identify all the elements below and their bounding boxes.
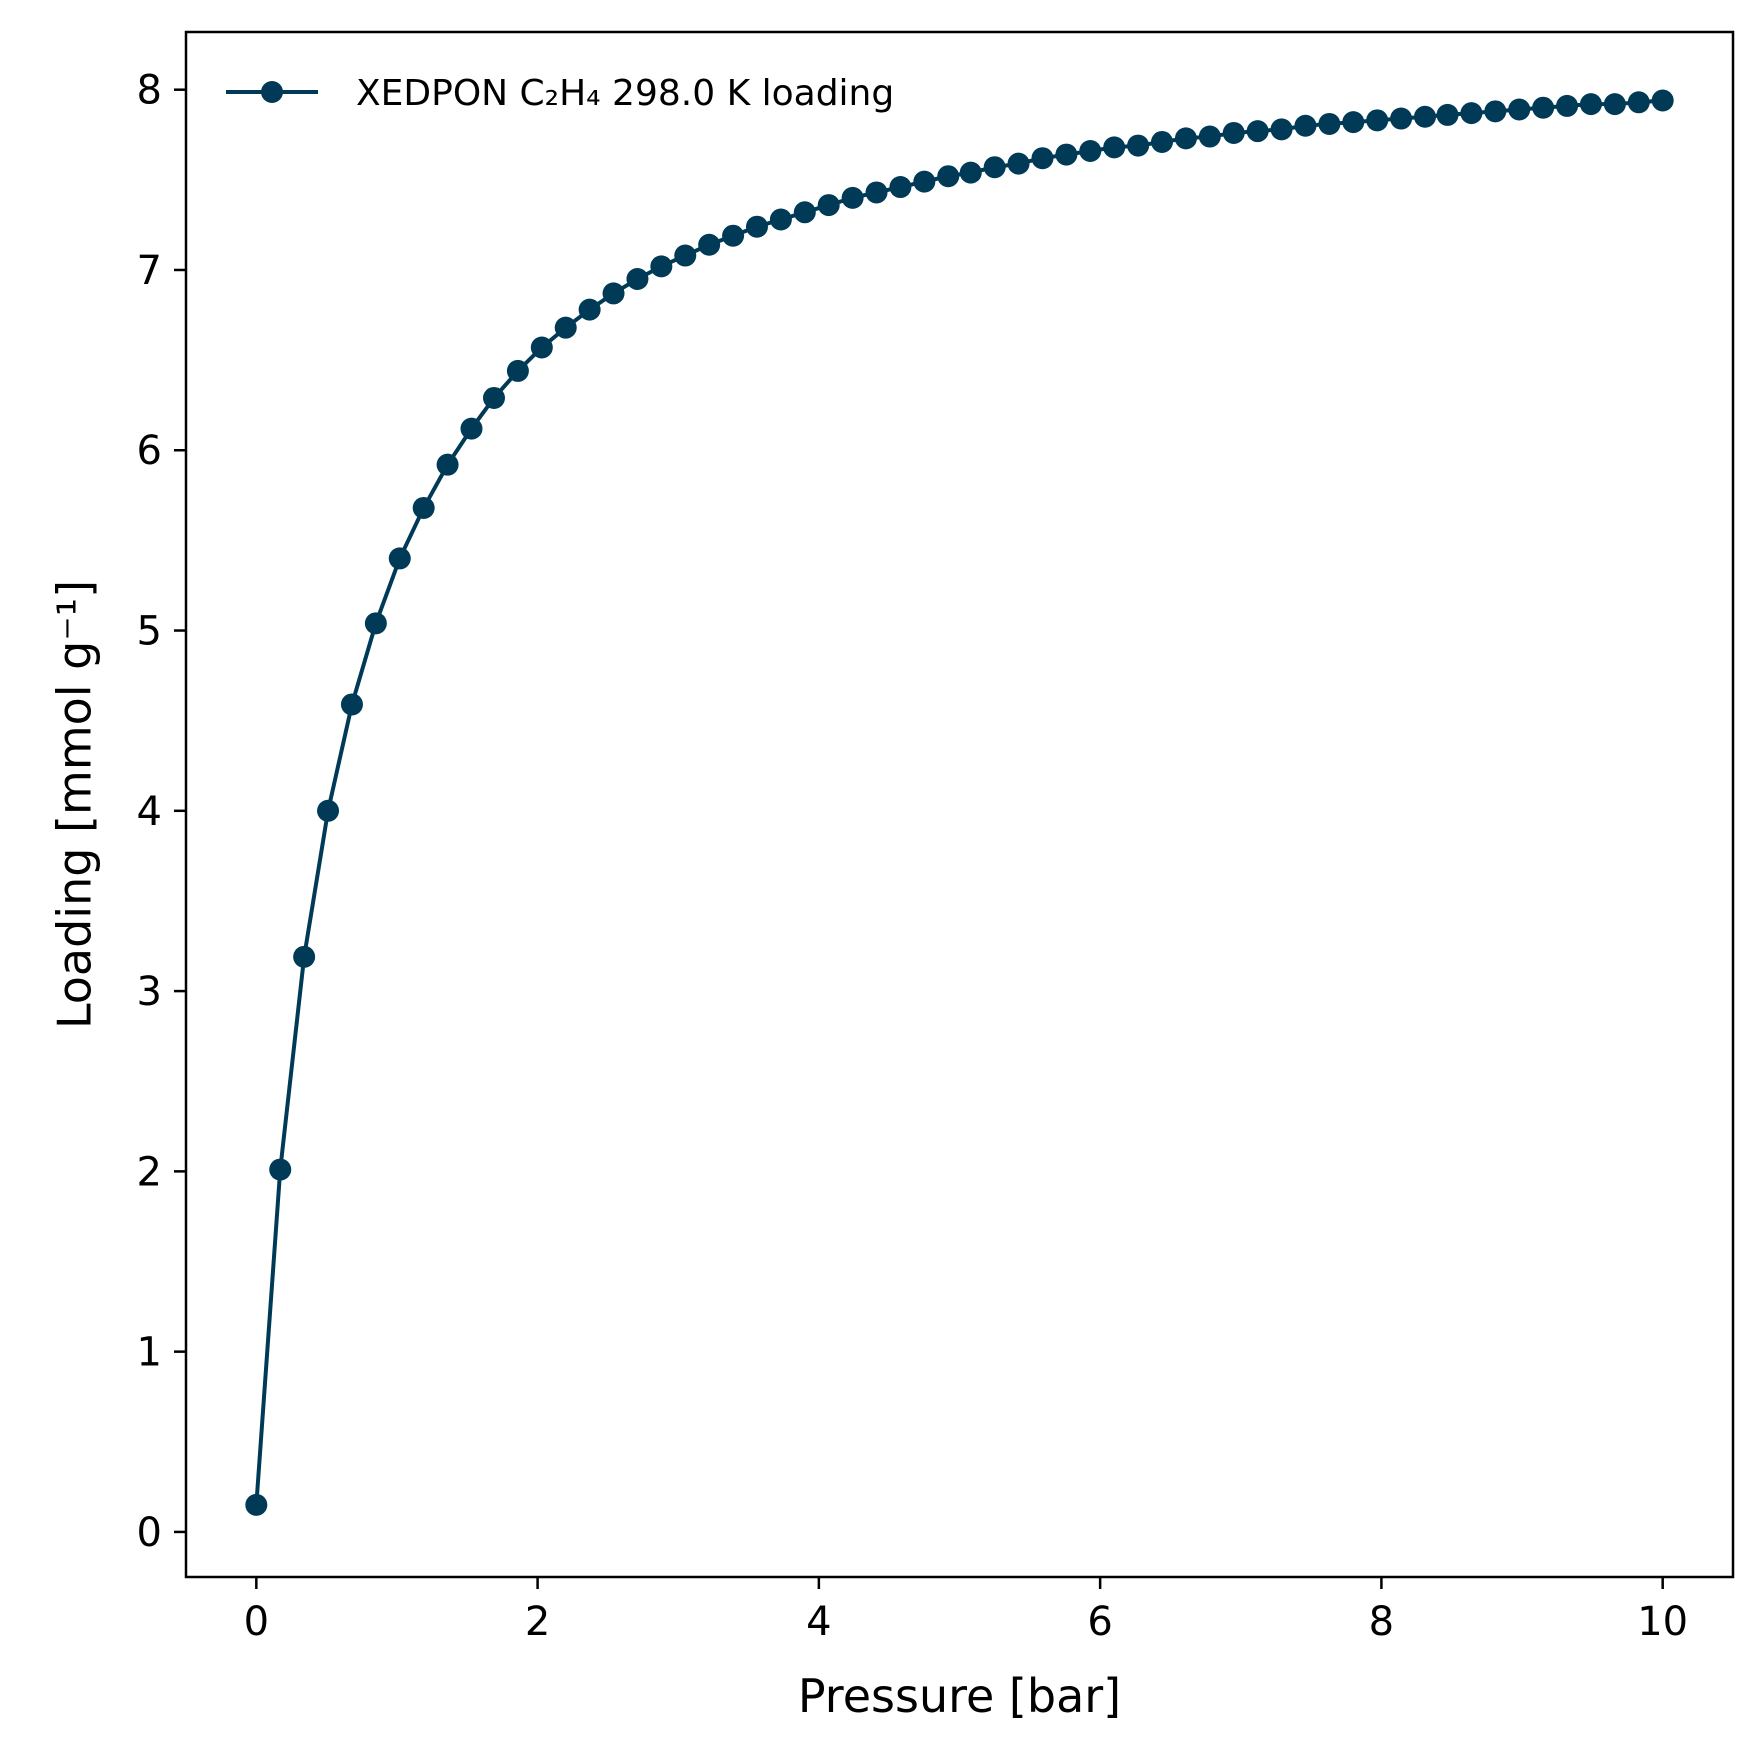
data-point-0-21: [745, 215, 768, 238]
data-point-0-15: [602, 282, 625, 305]
data-point-0-22: [769, 208, 792, 231]
data-point-0-56: [1579, 93, 1602, 116]
data-point-0-45: [1318, 112, 1341, 135]
data-point-0-5: [364, 612, 387, 635]
data-point-0-41: [1222, 121, 1245, 144]
data-point-0-48: [1390, 107, 1413, 130]
data-point-0-28: [913, 170, 936, 193]
y-axis-title: Loading [mmol g⁻¹]: [48, 580, 102, 1029]
data-point-0-12: [530, 336, 553, 359]
data-point-0-34: [1055, 143, 1078, 166]
y-tick-label-4: 4: [137, 789, 162, 835]
data-point-0-19: [698, 233, 721, 256]
y-tick-label-6: 6: [137, 428, 162, 474]
data-point-0-17: [650, 255, 673, 278]
data-point-0-6: [388, 547, 411, 570]
data-point-0-35: [1079, 139, 1102, 162]
x-axis-title: Pressure [bar]: [798, 1669, 1121, 1723]
data-point-0-0: [245, 1493, 268, 1516]
ticks-layer: 0 2 4 6 8 10 0 1 2 3 4 5 6 7 8: [137, 68, 1689, 1645]
data-point-0-39: [1174, 127, 1197, 150]
data-point-0-46: [1342, 111, 1365, 134]
data-point-0-44: [1294, 114, 1317, 137]
data-point-0-2: [293, 945, 316, 968]
data-point-0-38: [1151, 130, 1174, 153]
data-point-0-27: [889, 176, 912, 199]
data-point-0-43: [1270, 118, 1293, 141]
data-point-0-40: [1198, 125, 1221, 148]
x-tick-label-3: 6: [1087, 1599, 1112, 1645]
data-point-0-9: [460, 417, 483, 440]
y-tick-label-2: 2: [137, 1149, 162, 1195]
data-point-0-42: [1246, 120, 1269, 143]
legend-label-0: XEDPON C₂H₄ 298.0 K loading: [356, 73, 894, 114]
data-point-0-59: [1651, 89, 1674, 112]
data-point-0-30: [959, 161, 982, 184]
data-point-0-52: [1484, 100, 1507, 123]
y-tick-label-0: 0: [137, 1510, 162, 1556]
data-point-0-51: [1460, 102, 1483, 125]
data-point-0-25: [841, 186, 864, 209]
data-point-0-13: [554, 316, 577, 339]
y-tick-label-5: 5: [137, 609, 162, 655]
x-tick-label-2: 4: [806, 1599, 831, 1645]
data-point-0-50: [1436, 103, 1459, 126]
data-point-0-16: [626, 267, 649, 290]
x-tick-label-0: 0: [244, 1599, 269, 1645]
data-point-0-4: [340, 693, 363, 716]
data-point-0-26: [865, 181, 888, 204]
data-point-0-8: [436, 453, 459, 476]
data-point-0-37: [1127, 134, 1150, 157]
data-point-0-31: [983, 156, 1006, 179]
y-tick-label-3: 3: [137, 969, 162, 1015]
data-point-0-11: [506, 359, 529, 382]
plot-frame: [184, 30, 1735, 1579]
data-point-0-18: [674, 244, 697, 267]
y-tick-label-1: 1: [137, 1330, 162, 1376]
data-point-0-55: [1556, 94, 1579, 117]
legend: XEDPON C₂H₄ 298.0 K loading: [226, 73, 894, 114]
data-point-0-1: [269, 1158, 292, 1181]
data-point-0-10: [482, 386, 505, 409]
data-point-0-58: [1627, 91, 1650, 114]
data-point-0-20: [722, 224, 745, 247]
data-point-0-36: [1103, 136, 1126, 159]
data-point-0-24: [817, 194, 840, 217]
data-point-0-29: [937, 165, 960, 188]
data-point-0-14: [578, 298, 601, 321]
y-tick-label-8: 8: [137, 68, 162, 114]
data-point-0-32: [1007, 152, 1030, 175]
x-tick-label-1: 2: [525, 1599, 550, 1645]
data-point-0-57: [1603, 93, 1626, 116]
series-line-0: [254, 98, 1663, 1506]
legend-marker-0: [261, 81, 283, 103]
data-point-0-3: [317, 799, 340, 822]
x-tick-label-5: 10: [1637, 1599, 1688, 1645]
x-tick-label-4: 8: [1369, 1599, 1394, 1645]
data-point-0-54: [1532, 96, 1555, 119]
y-tick-label-7: 7: [137, 248, 162, 294]
data-point-0-7: [412, 496, 435, 519]
data-point-0-33: [1031, 147, 1054, 170]
data-point-0-23: [793, 201, 816, 224]
data-point-0-53: [1508, 98, 1531, 121]
data-point-0-49: [1414, 105, 1437, 128]
data-point-0-47: [1366, 109, 1389, 132]
series-layer: [245, 89, 1674, 1516]
